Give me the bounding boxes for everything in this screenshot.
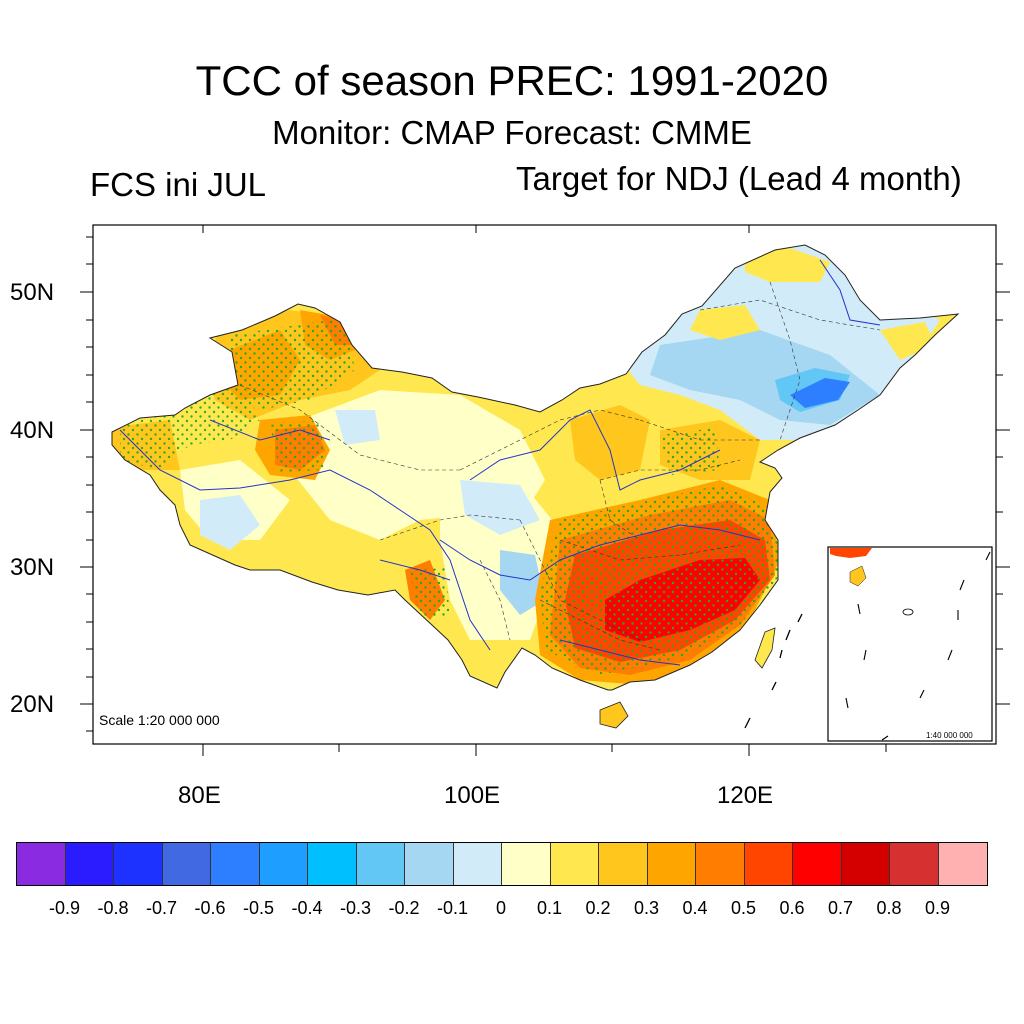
colorbar-tick-label: -0.9 [48, 898, 81, 918]
lon-label-100e: 100E [444, 782, 501, 809]
lat-label-20n: 20N [10, 691, 55, 718]
rivers [119, 259, 881, 666]
colorbar-swatch [841, 843, 890, 885]
lon-label-120e: 120E [717, 782, 774, 809]
lon-label-80e: 80E [178, 782, 221, 809]
colorbar-swatch [259, 843, 308, 885]
colorbar-tick-label: 0.2 [585, 898, 611, 918]
colorbar-swatch [65, 843, 114, 885]
init-label: FCS ini JUL [90, 166, 267, 203]
colorbar-tick-label: -0.1 [436, 898, 469, 918]
taiwan-island [754, 627, 776, 669]
province-boundaries [239, 281, 881, 651]
inset-map [827, 546, 993, 742]
colorbar-swatch [356, 843, 405, 885]
colorbar-swatch [114, 843, 163, 885]
colorbar-swatch [696, 843, 745, 885]
colorbar [16, 842, 988, 886]
colorbar-tick-label: -0.4 [291, 898, 323, 918]
colorbar-swatch [17, 843, 66, 885]
colorbar-tick-label: -0.2 [388, 898, 420, 918]
colorbar-tick-label: -0.3 [339, 898, 372, 918]
lat-label-40n: 40N [10, 417, 55, 444]
chart-subtitle: Monitor: CMAP Forecast: CMME [272, 114, 752, 151]
inset-scale-label: 1:40 000 000 [926, 731, 973, 740]
colorbar-swatch [793, 843, 842, 885]
colorbar-swatch [550, 843, 599, 885]
colorbar-swatch [308, 843, 357, 885]
lat-label-30n: 30N [10, 554, 55, 581]
axis-ticks [80, 225, 1010, 756]
colorbar-swatch [744, 843, 793, 885]
colorbar-tick-label: 0.7 [827, 898, 854, 918]
colorbar-tick-label: 0.6 [779, 898, 805, 918]
hainan-island [599, 701, 629, 729]
colorbar-tick-label: 0.1 [536, 898, 563, 918]
colorbar-swatch [890, 843, 939, 885]
colorbar-tick-label: -0.5 [242, 898, 275, 918]
colorbar-swatch [938, 843, 987, 885]
chart-title: TCC of season PREC: 1991-2020 [195, 57, 829, 104]
colorbar-swatch [211, 843, 260, 885]
lat-label-50n: 50N [10, 279, 55, 306]
colorbar-swatch [599, 843, 648, 885]
colorbar-tick-label: -0.6 [194, 898, 226, 918]
main-scale-label: Scale 1:20 000 000 [99, 712, 220, 728]
colorbar-tick-label: 0.3 [633, 898, 660, 918]
colorbar-tick-label: -0.7 [145, 898, 178, 918]
target-label: Target for NDJ (Lead 4 month) [516, 160, 962, 197]
colorbar-tick-label: 0.4 [682, 898, 708, 918]
colorbar-swatch [502, 843, 551, 885]
colorbar-tick-label: -0.8 [97, 898, 129, 918]
colorbar-swatch [453, 843, 502, 885]
colorbar-swatch [405, 843, 454, 885]
colorbar-swatch [647, 843, 696, 885]
colorbar-swatch [162, 843, 211, 885]
colorbar-tick-label: 0.5 [730, 898, 757, 918]
map-dashes [744, 613, 803, 729]
colorbar-tick-label: 0 [495, 898, 507, 918]
colorbar-tick-label: 0.8 [876, 898, 902, 918]
colorbar-tick-label: 0.9 [924, 898, 951, 918]
